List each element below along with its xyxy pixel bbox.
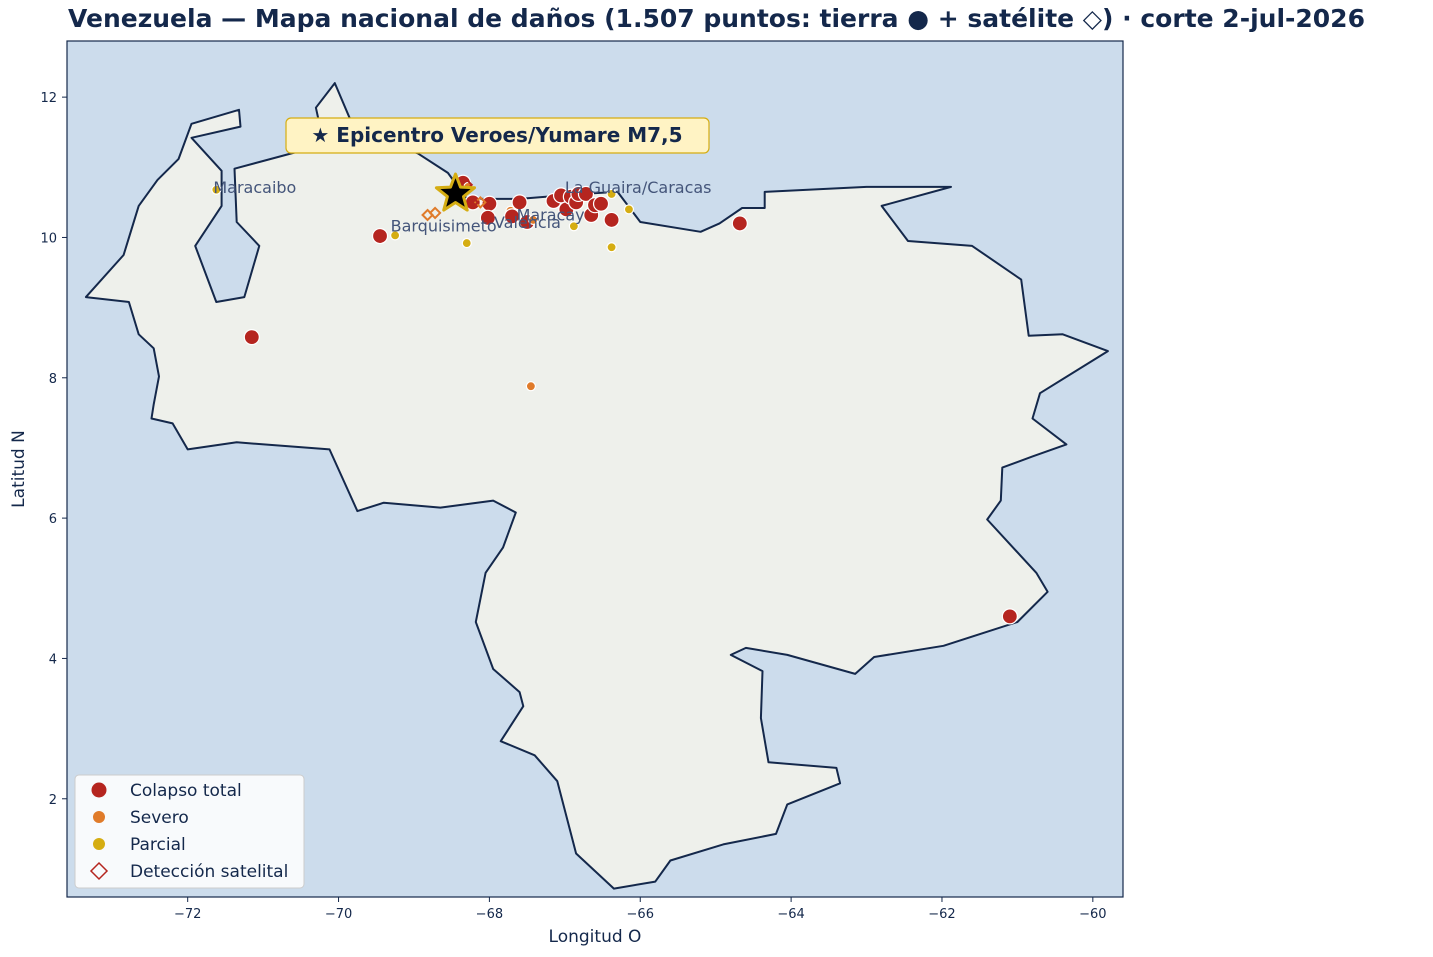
- y-tick-label: 12: [40, 91, 57, 106]
- damage-point-total: [577, 185, 595, 203]
- x-tick-label: −62: [928, 907, 955, 922]
- legend-marker-parcial: [93, 838, 105, 850]
- damage-point-severo: [525, 381, 536, 392]
- city-label: Barquisimeto: [391, 217, 497, 236]
- damage-point-total: [479, 209, 496, 226]
- x-tick-label: −72: [174, 907, 201, 922]
- legend-marker-total: [91, 782, 107, 798]
- satellite-point-total: [466, 195, 480, 209]
- x-tick-label: −70: [325, 907, 352, 922]
- damage-point-total: [511, 194, 528, 211]
- damage-point-parcial: [211, 184, 222, 195]
- y-tick-label: 8: [49, 372, 57, 387]
- damage-point-total: [603, 211, 620, 229]
- venezuela-border: [84, 82, 1109, 890]
- x-tick-label: −66: [627, 907, 654, 922]
- damage-point-total: [592, 195, 610, 212]
- damage-point-parcial: [461, 237, 472, 249]
- damage-point-parcial: [623, 204, 635, 215]
- damage-point-parcial: [606, 242, 617, 253]
- legend-label: Detección satelital: [130, 862, 288, 882]
- damage-point-total: [243, 328, 260, 346]
- y-tick-label: 6: [49, 512, 57, 527]
- damage-point-parcial: [390, 230, 401, 241]
- damage-point-parcial: [606, 188, 617, 200]
- satellite-point-severo: [428, 206, 442, 220]
- damage-point-total: [371, 227, 389, 245]
- epicenter-annotation-box: [285, 117, 710, 154]
- legend-label: Severo: [130, 808, 189, 828]
- satellite-point-severo: [421, 208, 434, 222]
- y-tick-label: 2: [49, 793, 57, 808]
- y-tick-label: 4: [49, 652, 57, 667]
- y-axis-label: Latitud N: [9, 430, 29, 508]
- epicenter-marker: ★ Epicentro Veroes/Yumare M7,5: [285, 117, 710, 212]
- epicenter-annotation-text: ★ Epicentro Veroes/Yumare M7,5: [311, 123, 682, 147]
- damage-point-total: [731, 215, 748, 232]
- map-title: Venezuela — Mapa nacional de daños (1.50…: [68, 4, 1365, 33]
- epicenter-annotation: ★ Epicentro Veroes/Yumare M7,5: [285, 117, 710, 154]
- x-tick-label: −60: [1079, 907, 1106, 922]
- city-label: La Guaira/Caracas: [565, 178, 712, 197]
- legend-label: Parcial: [130, 835, 186, 855]
- x-tick-label: −64: [777, 907, 804, 922]
- plot-frame: [66, 40, 1124, 898]
- legend: Colapso total Severo Parcial Detección sate…: [74, 774, 305, 889]
- epicenter-star-icon: [434, 172, 476, 212]
- damage-point-parcial: [568, 221, 579, 232]
- city-label: Maracaibo: [213, 178, 296, 197]
- city-label: Maracay: [517, 205, 585, 224]
- legend-marker-satelite: [89, 861, 109, 881]
- city-label: Valencia: [494, 213, 561, 232]
- damage-point-total: [1001, 608, 1018, 625]
- y-tick-label: 10: [40, 231, 57, 246]
- y-axis-ticks: 2 4 6 8 10 12: [40, 91, 67, 808]
- x-tick-label: −68: [476, 907, 503, 922]
- legend-label: Colapso total: [130, 781, 242, 801]
- legend-marker-severo: [93, 811, 105, 823]
- x-axis-ticks: −72 −70 −68 −66 −64 −62 −60: [174, 897, 1107, 922]
- legend-box: [74, 774, 305, 889]
- x-axis-label: Longitud O: [549, 927, 642, 947]
- damage-point-severo: [528, 214, 539, 226]
- damage-point-total: [503, 208, 521, 225]
